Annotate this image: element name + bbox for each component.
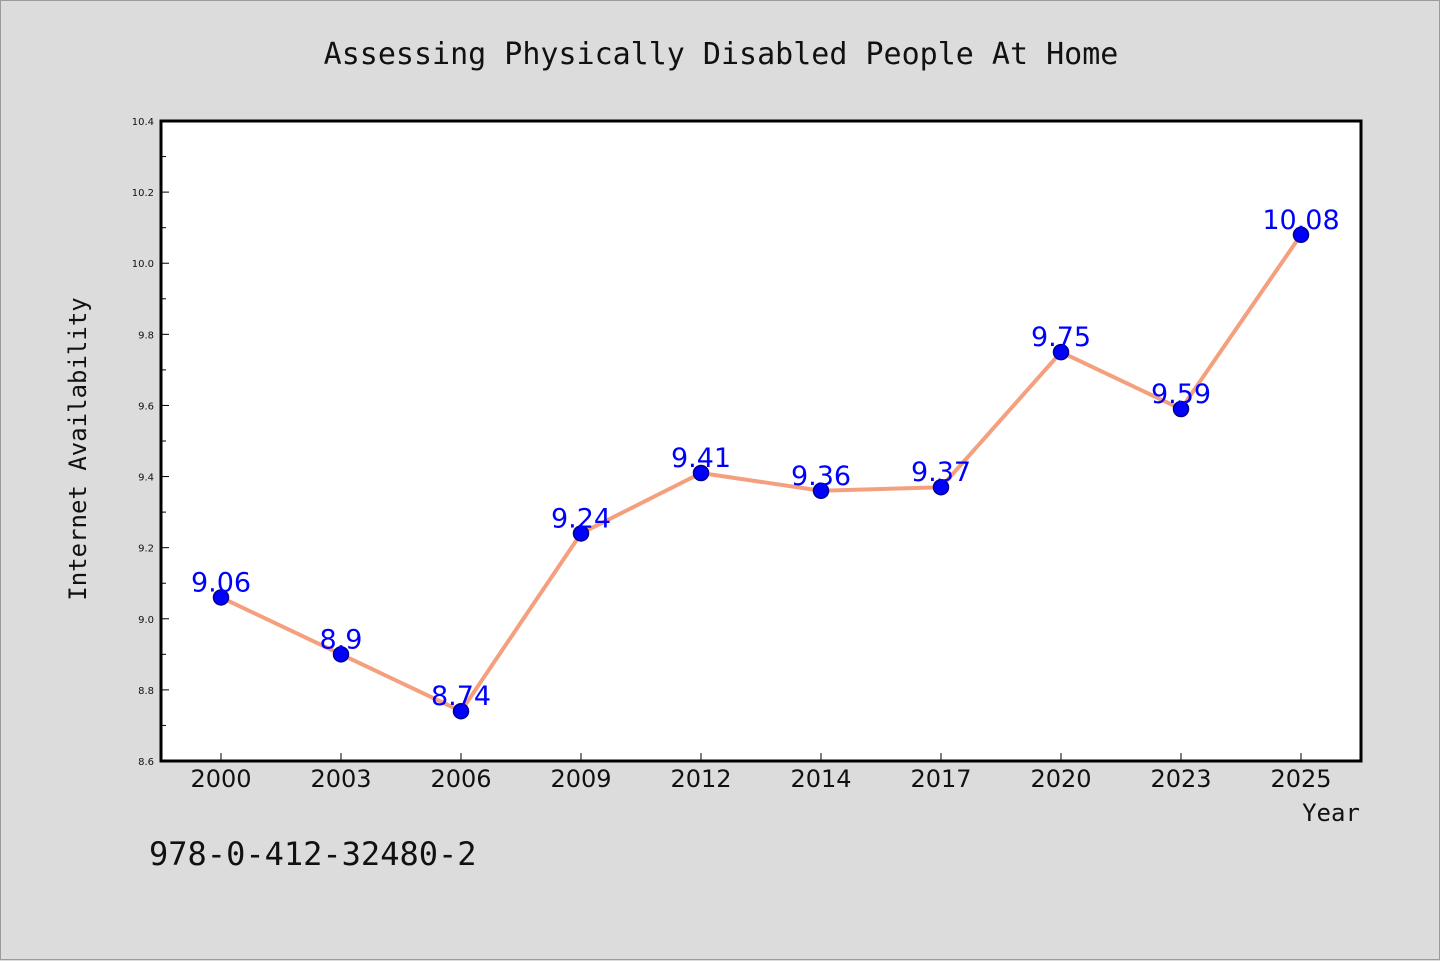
series-line — [220, 233, 1303, 714]
data-labels: 9.06 8.9 8.74 9.24 9.41 9.36 9.37 9.75 9.59 10.08 — [191, 205, 1340, 712]
y-tick-label: 10.2 — [132, 188, 154, 199]
data-label: 8.74 — [431, 681, 491, 712]
data-label: 8.9 — [320, 624, 363, 655]
data-label: 9.36 — [791, 461, 851, 492]
y-tick-label: 8.8 — [138, 686, 154, 697]
data-point — [1292, 226, 1310, 244]
data-points — [212, 226, 1310, 720]
data-point — [572, 525, 590, 542]
data-point — [332, 646, 350, 663]
y-tick-label: 9.8 — [138, 330, 154, 341]
y-tick-label: 9.2 — [138, 544, 154, 555]
data-point — [932, 478, 950, 496]
isbn-text: 978-0-412-32480-2 — [149, 835, 477, 873]
data-label: 9.06 — [191, 567, 251, 598]
x-tick-label: 2023 — [1150, 765, 1211, 793]
y-tick-label: 9.0 — [138, 615, 154, 626]
x-tick-label: 2025 — [1270, 765, 1331, 793]
x-axis: 2000 2003 2006 2009 2012 2014 2017 2020 2023 2025 — [190, 753, 1332, 793]
data-label: 9.24 — [551, 503, 611, 534]
x-tick-label: 2003 — [310, 765, 371, 793]
data-point — [692, 464, 710, 482]
x-tick-label: 2000 — [190, 765, 251, 793]
x-tick-label: 2006 — [430, 765, 491, 793]
y-tick-label: 9.6 — [138, 401, 154, 412]
x-tick-label: 2014 — [790, 765, 851, 793]
y-axis-label: Internet Availability — [64, 297, 92, 600]
data-label: 9.41 — [671, 443, 731, 474]
x-tick-label: 2017 — [910, 765, 971, 793]
y-tick-label: 10.4 — [132, 117, 154, 128]
chart-title: Assessing Physically Disabled People At … — [324, 37, 1119, 72]
data-point — [452, 702, 470, 720]
y-axis: 8.6 8.8 9.0 9.2 9.4 9.6 9.8 10.0 10.2 10.4 — [132, 117, 169, 768]
series-line-path — [220, 233, 1303, 714]
x-tick-label: 2009 — [550, 765, 611, 793]
x-tick-label: 2020 — [1030, 765, 1091, 793]
x-tick-label: 2012 — [670, 765, 731, 793]
y-tick-label: 8.6 — [138, 757, 154, 768]
data-label: 9.75 — [1031, 322, 1091, 353]
plot-area — [159, 119, 1363, 763]
data-label: 9.59 — [1151, 379, 1211, 410]
data-label: 9.37 — [911, 457, 971, 488]
data-point — [1172, 400, 1190, 418]
data-point — [812, 482, 830, 500]
x-axis-label: Year — [1302, 799, 1360, 827]
y-tick-label: 10.0 — [132, 259, 154, 270]
data-point — [1052, 343, 1070, 361]
data-point — [212, 589, 230, 606]
data-label: 10.08 — [1262, 205, 1339, 236]
y-tick-label: 9.4 — [138, 473, 154, 484]
